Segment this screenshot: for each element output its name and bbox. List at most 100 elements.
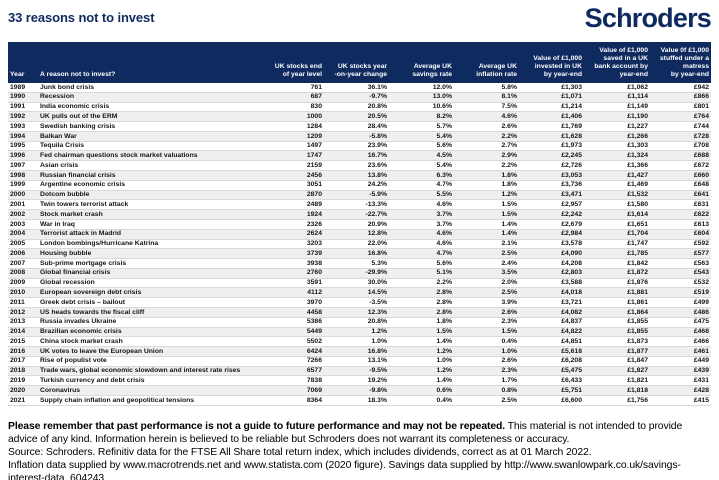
cell-savings-rate: 12.0% xyxy=(389,83,454,93)
cell-invested: £2,679 xyxy=(519,219,584,230)
cell-inflation-rate: 1.5% xyxy=(454,199,519,211)
cell-reason: Sub-prime mortgage crisis xyxy=(38,258,268,269)
cell-stocks-level: 5502 xyxy=(268,336,324,348)
cell-saved: £1,651 xyxy=(584,219,650,230)
cell-matress: £563 xyxy=(650,258,711,269)
cell-matress: £519 xyxy=(650,287,711,299)
cell-stocks-level: 2760 xyxy=(268,268,324,279)
cell-inflation-rate: 2.2% xyxy=(454,160,519,172)
cell-reason: Terrorist attack in Madrid xyxy=(38,229,268,240)
cell-saved: £1,785 xyxy=(584,248,650,260)
cell-matress: £801 xyxy=(650,102,711,113)
cell-invested: £3,721 xyxy=(519,297,584,308)
cell-reason: Argentine economic crisis xyxy=(38,180,268,191)
cell-reason: UK pulls out of the ERM xyxy=(38,111,268,123)
cell-yoy-change: 18.3% xyxy=(324,395,389,406)
cell-reason: Rise of populist vote xyxy=(38,356,268,367)
cell-savings-rate: 1.4% xyxy=(389,336,454,348)
cell-reason: Supply chain inflation and geopolitical … xyxy=(38,395,268,406)
cell-stocks-level: 4458 xyxy=(268,307,324,318)
table-row: 1997 Asian crisis 2159 23.6% 5.4% 2.2% £… xyxy=(8,160,711,172)
cell-year: 1991 xyxy=(8,102,38,113)
cell-matress: £728 xyxy=(650,131,711,142)
page-title: 33 reasons not to invest xyxy=(8,10,155,25)
cell-matress: £475 xyxy=(650,317,711,328)
cell-saved: £1,149 xyxy=(584,102,650,113)
cell-invested: £1,406 xyxy=(519,111,584,123)
cell-invested: £2,245 xyxy=(519,150,584,162)
cell-reason: China stock market crash xyxy=(38,336,268,348)
cell-matress: £439 xyxy=(650,366,711,377)
data-credits-text: Inflation data supplied by www.macrotren… xyxy=(8,459,681,480)
table-row: 1999 Argentine economic crisis 3051 24.2… xyxy=(8,180,711,191)
cell-invested: £4,018 xyxy=(519,287,584,299)
disclaimer-text: Please remember that past performance is… xyxy=(8,420,713,446)
cell-inflation-rate: 2.5% xyxy=(454,248,519,260)
cell-invested: £6,433 xyxy=(519,375,584,387)
cell-year: 2018 xyxy=(8,366,38,377)
cell-matress: £577 xyxy=(650,248,711,260)
cell-reason: Junk bond crisis xyxy=(38,83,268,93)
cell-reason: UK votes to leave the European Union xyxy=(38,346,268,357)
table-row: 2002 Stock market crash 1924 -22.7% 3.7%… xyxy=(8,209,711,220)
column-header-inflation-rate: Average UK inflation rate xyxy=(454,42,519,83)
cell-year: 2016 xyxy=(8,346,38,357)
cell-yoy-change: -9.8% xyxy=(324,385,389,396)
cell-saved: £1,114 xyxy=(584,92,650,103)
cell-saved: £1,704 xyxy=(584,229,650,240)
cell-yoy-change: -9.7% xyxy=(324,92,389,103)
cell-yoy-change: 1.0% xyxy=(324,336,389,348)
cell-invested: £1,628 xyxy=(519,131,584,142)
cell-savings-rate: 2.2% xyxy=(389,278,454,289)
cell-reason: Dotcom bubble xyxy=(38,190,268,201)
cell-yoy-change: 23.6% xyxy=(324,160,389,172)
table-row: 2010 European sovereign debt crisis 4112… xyxy=(8,287,711,299)
cell-invested: £3,578 xyxy=(519,239,584,250)
cell-year: 2006 xyxy=(8,248,38,260)
cell-stocks-level: 1747 xyxy=(268,150,324,162)
table-row: 1990 Recession 687 -9.7% 13.0% 8.1% £1,0… xyxy=(8,92,711,103)
cell-yoy-change: 5.3% xyxy=(324,258,389,269)
cell-yoy-change: 22.0% xyxy=(324,239,389,250)
cell-inflation-rate: 2.6% xyxy=(454,121,519,132)
cell-stocks-level: 5386 xyxy=(268,317,324,328)
cell-reason: European sovereign debt crisis xyxy=(38,287,268,299)
cell-saved: £1,847 xyxy=(584,356,650,367)
cell-savings-rate: 6.3% xyxy=(389,170,454,181)
cell-stocks-level: 830 xyxy=(268,102,324,113)
cell-inflation-rate: 5.8% xyxy=(454,83,519,93)
cell-invested: £3,736 xyxy=(519,180,584,191)
cell-savings-rate: 5.6% xyxy=(389,258,454,269)
reasons-table: Year A reason not to invest? UK stocks e… xyxy=(8,42,711,406)
cell-invested: £5,751 xyxy=(519,385,584,396)
cell-saved: £1,855 xyxy=(584,317,650,328)
cell-stocks-level: 6577 xyxy=(268,366,324,377)
cell-saved: £1,855 xyxy=(584,327,650,338)
table-row: 2009 Global recession 3591 30.0% 2.2% 2.… xyxy=(8,278,711,289)
cell-stocks-level: 3591 xyxy=(268,278,324,289)
cell-reason: Housing bubble xyxy=(38,248,268,260)
cell-saved: £1,756 xyxy=(584,395,650,406)
cell-stocks-level: 8364 xyxy=(268,395,324,406)
cell-matress: £543 xyxy=(650,268,711,279)
cell-invested: £1,071 xyxy=(519,92,584,103)
cell-saved: £1,190 xyxy=(584,111,650,123)
cell-stocks-level: 2624 xyxy=(268,229,324,240)
table-row: 2008 Global financial crisis 2760 -29.9%… xyxy=(8,268,711,279)
cell-inflation-rate: 2.3% xyxy=(454,317,519,328)
cell-reason: Greek debt crisis – bailout xyxy=(38,297,268,308)
cell-saved: £1,062 xyxy=(584,83,650,93)
table-row: 2020 Coronavirus 7069 -9.8% 0.6% 0.8% £5… xyxy=(8,385,711,396)
cell-year: 2008 xyxy=(8,268,38,279)
cell-year: 2007 xyxy=(8,258,38,269)
cell-year: 1993 xyxy=(8,121,38,132)
cell-matress: £532 xyxy=(650,278,711,289)
table-row: 2000 Dotcom bubble 2870 -5.9% 5.5% 1.2% … xyxy=(8,190,711,201)
cell-stocks-level: 3970 xyxy=(268,297,324,308)
cell-inflation-rate: 2.7% xyxy=(454,141,519,152)
cell-saved: £1,877 xyxy=(584,346,650,357)
table-row: 2006 Housing bubble 3739 16.8% 4.7% 2.5%… xyxy=(8,248,711,260)
cell-stocks-level: 1284 xyxy=(268,121,324,132)
cell-year: 2000 xyxy=(8,190,38,201)
cell-invested: £6,208 xyxy=(519,356,584,367)
